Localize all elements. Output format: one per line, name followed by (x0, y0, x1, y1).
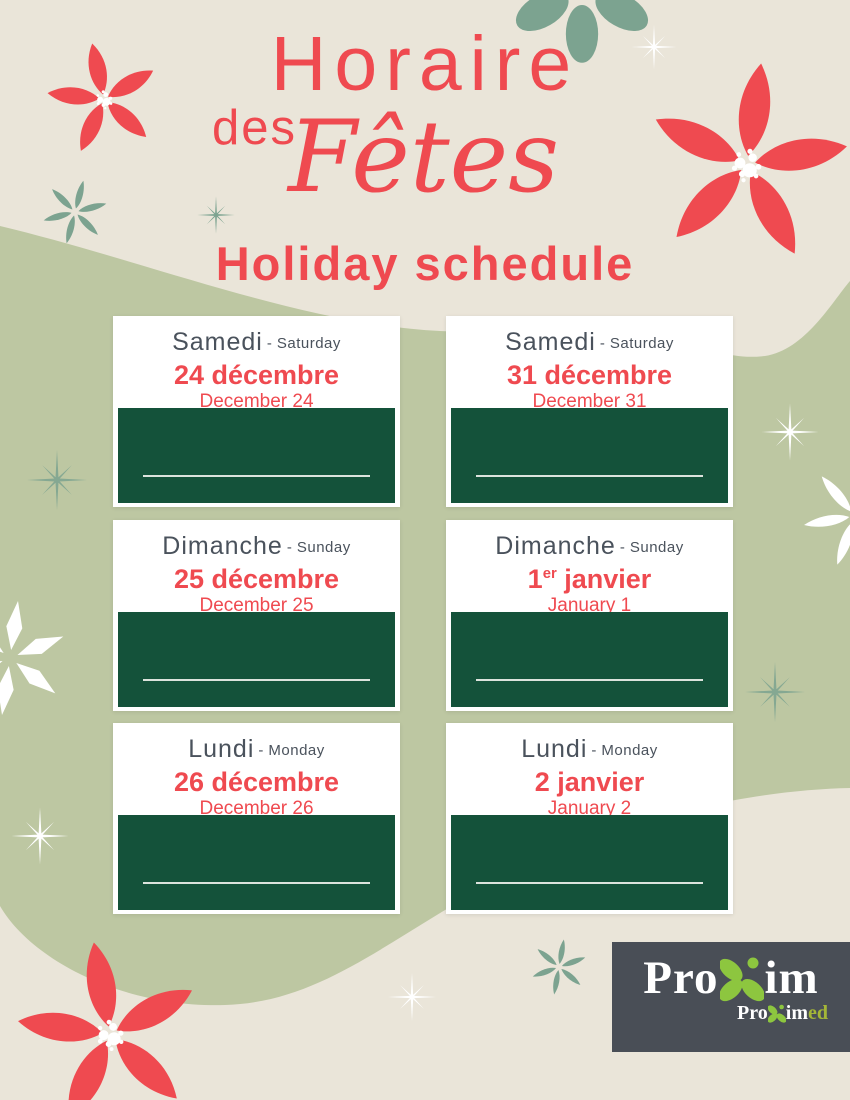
hours-panel (451, 408, 728, 503)
proxim-logo: Pro im (612, 954, 850, 1002)
schedule-card-dec-25: Dimanche - Sunday 25 décembre December 25 (113, 520, 400, 711)
hours-writein-line (475, 475, 704, 477)
sparkle-icon (388, 973, 436, 1021)
date-fr: 25 décembre (113, 563, 400, 595)
day-separator: - (591, 742, 597, 759)
card-day-line: Dimanche - Sunday (113, 532, 400, 561)
day-separator: - (286, 539, 292, 556)
date-fr-main: 31 décembre (506, 359, 673, 390)
day-name-fr: Lundi (188, 735, 255, 763)
poinsettia-icon (37, 32, 170, 161)
hours-panel (451, 815, 728, 910)
petal-flower-icon (529, 935, 589, 999)
date-fr: 31 décembre (446, 359, 733, 391)
sparkle-icon (632, 25, 677, 70)
sub-logo-mid: im (785, 1002, 808, 1024)
proximed-sub-logo: Pro imed (612, 1003, 850, 1023)
date-en: December 26 (199, 798, 314, 820)
proximed-x-leaf-icon (767, 1004, 786, 1023)
proxim-x-leaf-icon (719, 957, 764, 1002)
leaf-flower-icon (509, 0, 655, 63)
date-fr: 1er janvier (446, 563, 733, 595)
day-name-en: Sunday (296, 539, 351, 556)
day-separator: - (619, 539, 625, 556)
day-name-en: Monday (601, 742, 658, 759)
date-fr-rest: janvier (556, 563, 652, 594)
day-name-fr: Samedi (505, 328, 596, 356)
date-en: January 2 (547, 798, 632, 820)
proxim-logo-box: Pro im Pro imed (612, 942, 850, 1052)
sub-logo-post: ed (808, 1002, 828, 1024)
date-fr-main: 24 décembre (173, 359, 340, 390)
hours-writein-line (142, 679, 371, 681)
date-en: January 1 (547, 595, 632, 617)
card-day-line: Dimanche - Sunday (446, 532, 733, 561)
hours-writein-line (475, 882, 704, 884)
schedule-card-jan-1: Dimanche - Sunday 1er janvier January 1 (446, 520, 733, 711)
schedule-card-dec-31: Samedi - Saturday 31 décembre December 31 (446, 316, 733, 507)
day-separator: - (258, 742, 264, 759)
day-name-fr: Dimanche (162, 532, 283, 560)
day-separator: - (599, 335, 605, 352)
date-fr-main: 1 (527, 563, 543, 594)
logo-text-pre: Pro (643, 952, 719, 1004)
day-name-en: Saturday (276, 335, 341, 352)
day-name-en: Sunday (629, 539, 684, 556)
date-fr: 2 janvier (446, 766, 733, 798)
day-name-en: Monday (268, 742, 325, 759)
date-fr-main: 25 décembre (173, 563, 340, 594)
date-fr-main: 2 janvier (534, 766, 645, 797)
date-fr: 26 décembre (113, 766, 400, 798)
day-name-en: Saturday (609, 335, 674, 352)
date-fr-main: 26 décembre (173, 766, 340, 797)
logo-text-post: im (764, 952, 819, 1004)
card-day-line: Samedi - Saturday (113, 328, 400, 357)
date-fr-ordinal: er (542, 565, 557, 582)
card-day-line: Lundi - Monday (113, 735, 400, 764)
sparkle-icon (197, 196, 234, 233)
card-day-line: Lundi - Monday (446, 735, 733, 764)
poinsettia-icon (634, 49, 850, 268)
schedule-card-dec-26: Lundi - Monday 26 décembre December 26 (113, 723, 400, 914)
hours-panel (118, 408, 395, 503)
sub-logo-pre: Pro (737, 1002, 768, 1024)
date-fr: 24 décembre (113, 359, 400, 391)
hours-writein-line (142, 475, 371, 477)
day-separator: - (266, 335, 272, 352)
schedule-card-jan-2: Lundi - Monday 2 janvier January 2 (446, 723, 733, 914)
date-en: December 31 (532, 391, 647, 413)
date-en: December 25 (199, 595, 314, 617)
day-name-fr: Lundi (521, 735, 588, 763)
hours-writein-line (142, 882, 371, 884)
day-name-fr: Samedi (172, 328, 263, 356)
card-day-line: Samedi - Saturday (446, 328, 733, 357)
day-name-fr: Dimanche (495, 532, 616, 560)
hours-writein-line (475, 679, 704, 681)
schedule-card-dec-24: Samedi - Saturday 24 décembre December 24 (113, 316, 400, 507)
hours-panel (118, 815, 395, 910)
hours-panel (118, 612, 395, 707)
hours-panel (451, 612, 728, 707)
date-en: December 24 (199, 391, 314, 413)
